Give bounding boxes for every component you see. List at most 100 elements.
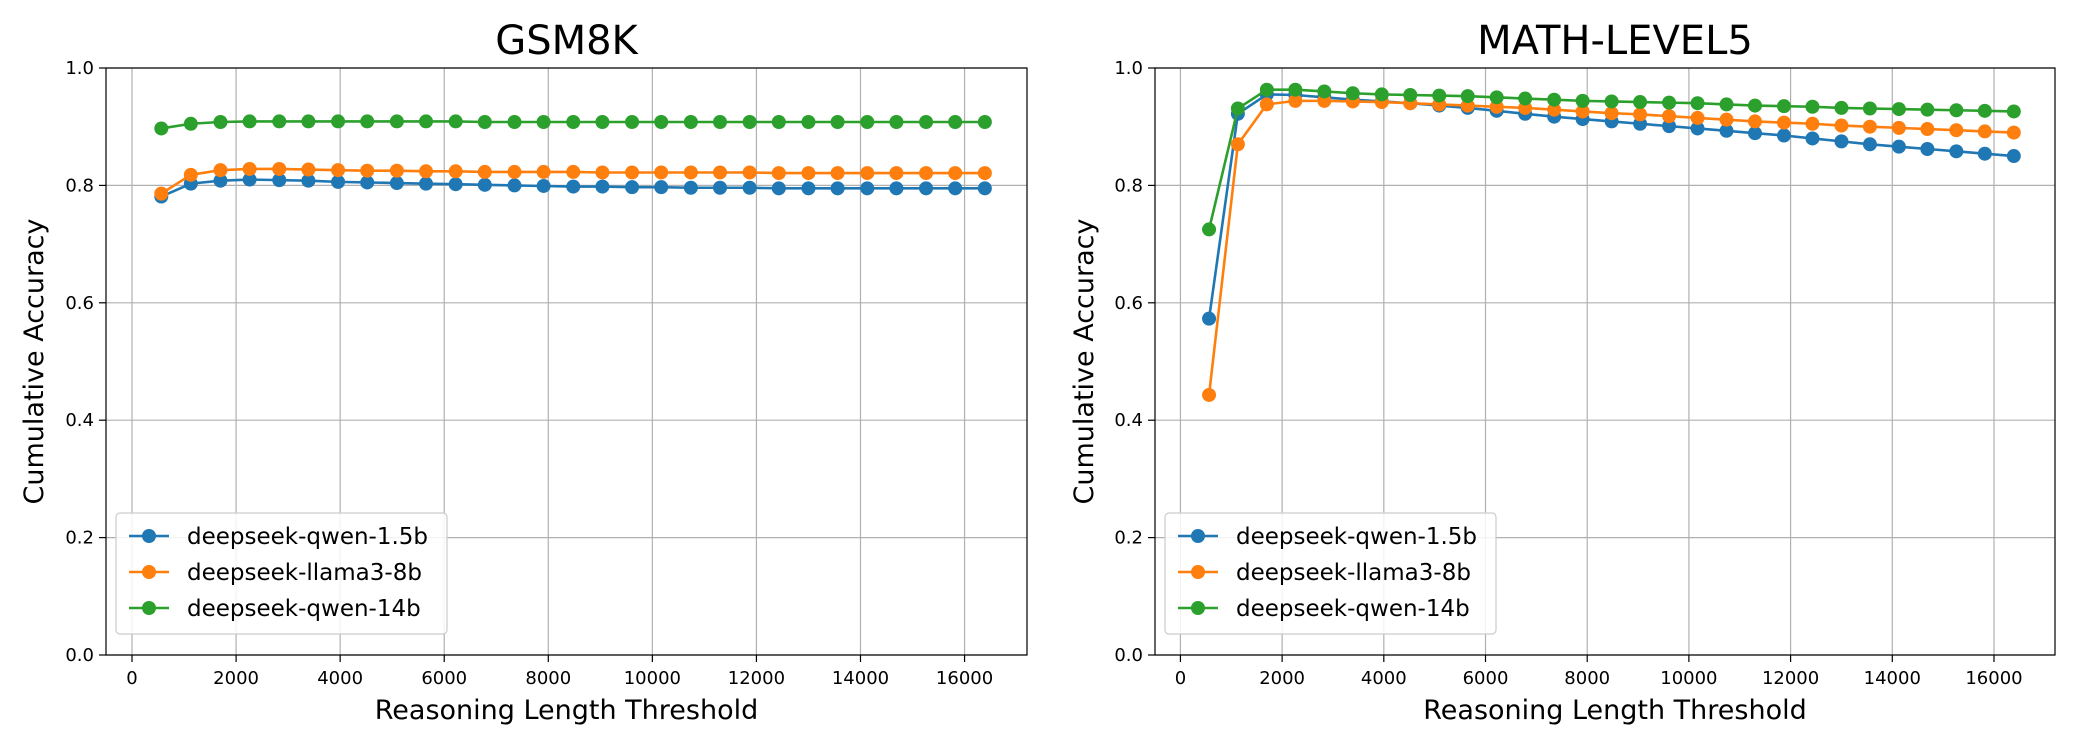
data-point-deepseek-llama3-8b [331,163,346,178]
data-point-deepseek-qwen-14b [1489,90,1504,105]
plot-area-frame [1154,67,2056,656]
data-point-deepseek-qwen-14b [801,115,816,130]
data-point-deepseek-qwen-1-5b [301,173,316,188]
data-point-deepseek-llama3-8b [2006,125,2021,140]
legend-box [1164,512,1497,635]
data-point-deepseek-llama3-8b [1748,114,1762,129]
data-point-deepseek-qwen-14b [742,115,757,130]
x-tick-label: 2000 [213,668,259,689]
data-point-deepseek-llama3-8b [536,164,551,179]
data-point-deepseek-qwen-14b [771,115,786,130]
data-point-deepseek-qwen-1-5b [1202,311,1217,326]
x-tick-label: 6000 [1463,668,1509,689]
data-point-deepseek-qwen-1-5b [242,172,257,187]
data-point-deepseek-qwen-14b [1633,95,1648,110]
data-point-deepseek-llama3-8b [860,166,875,181]
data-point-deepseek-llama3-8b [448,164,463,179]
y-tick-label: 1.0 [1114,58,1143,79]
y-tick-label: 0.0 [65,645,94,666]
data-point-deepseek-llama3-8b [1230,137,1245,152]
data-point-deepseek-qwen-14b [1776,99,1791,114]
data-point-deepseek-qwen-1-5b [595,179,610,194]
data-point-deepseek-qwen-14b [1202,222,1217,237]
data-point-deepseek-qwen-14b [1460,89,1475,104]
data-point-deepseek-llama3-8b [1202,387,1217,402]
data-point-deepseek-llama3-8b [801,166,816,181]
data-point-deepseek-qwen-1-5b [507,178,522,193]
data-point-deepseek-qwen-1-5b [919,181,934,196]
data-point-deepseek-qwen-14b [301,114,316,129]
data-point-deepseek-qwen-14b [448,114,463,129]
data-point-deepseek-qwen-1-5b [213,173,228,188]
chart-panel-gsm8k: 0 2000 4000 6000 8000 10000 12000 14000 16000 0.0… [19,18,1028,726]
data-point-deepseek-qwen-14b [1432,88,1447,103]
data-point-deepseek-qwen-14b [1805,99,1820,114]
data-point-deepseek-llama3-8b [977,166,992,181]
data-point-deepseek-qwen-14b [389,114,404,129]
data-point-deepseek-qwen-1-5b [1805,131,1820,146]
data-point-deepseek-llama3-8b [771,166,786,181]
data-point-deepseek-llama3-8b [360,163,375,178]
x-axis-label: Reasoning Length Threshold [1423,695,1807,726]
data-point-deepseek-qwen-1-5b [1748,126,1762,141]
series-deepseek-llama3-8b [154,161,992,201]
y-tick-label: 0.6 [65,293,94,314]
data-point-deepseek-qwen-1-5b [948,181,963,196]
data-point-deepseek-llama3-8b [1862,119,1877,134]
legend-marker-deepseek-llama3-8b [1191,565,1205,579]
data-point-deepseek-llama3-8b [595,165,610,180]
data-point-deepseek-qwen-14b [272,114,287,129]
legend: deepseek-qwen-1.5b deepseek-llama3-8b deep… [115,512,448,635]
legend-label-deepseek-llama3-8b: deepseek-llama3-8b [187,560,422,586]
x-axis-label: Reasoning Length Threshold [375,695,759,726]
data-point-deepseek-qwen-14b [830,115,845,130]
legend-label-deepseek-qwen-1-5b: deepseek-qwen-1.5b [1236,524,1477,550]
data-point-deepseek-qwen-1-5b [713,180,727,195]
x-tick-label: 10000 [1660,668,1717,689]
data-point-deepseek-llama3-8b [1834,118,1849,133]
data-point-deepseek-qwen-14b [1662,95,1677,110]
data-point-deepseek-llama3-8b [1259,97,1274,112]
x-tick-label: 16000 [936,668,993,689]
data-point-deepseek-llama3-8b [1776,115,1791,130]
data-point-deepseek-llama3-8b [1891,120,1906,135]
data-point-deepseek-qwen-14b [477,115,492,130]
data-point-deepseek-qwen-1-5b [1862,137,1877,152]
data-point-deepseek-llama3-8b [1604,106,1619,121]
data-point-deepseek-qwen-14b [242,114,257,129]
chart-title: GSM8K [495,18,639,64]
data-point-deepseek-qwen-14b [1862,101,1877,116]
data-point-deepseek-llama3-8b [389,163,404,178]
legend-marker-deepseek-qwen-14b [142,601,156,615]
data-point-deepseek-qwen-14b [683,115,698,130]
data-point-deepseek-qwen-14b [860,115,875,130]
data-point-deepseek-llama3-8b [183,167,198,182]
data-point-deepseek-qwen-14b [331,114,346,129]
data-point-deepseek-qwen-1-5b [889,181,904,196]
data-point-deepseek-qwen-1-5b [1719,123,1734,138]
data-point-deepseek-qwen-14b [2006,104,2021,119]
data-point-deepseek-qwen-14b [507,115,522,130]
y-tick-label: 0.8 [1114,175,1143,196]
x-tick-label: 4000 [317,668,363,689]
legend-label-deepseek-llama3-8b: deepseek-llama3-8b [1236,560,1471,586]
data-point-deepseek-llama3-8b [1575,104,1590,119]
y-tick-label: 0.4 [1114,410,1143,431]
data-point-deepseek-llama3-8b [1977,124,1992,139]
chart-title: MATH-LEVEL5 [1477,18,1753,64]
x-tick-label: 12000 [1762,668,1819,689]
data-point-deepseek-llama3-8b [1633,107,1648,122]
x-tick-label: 12000 [728,668,785,689]
data-point-deepseek-llama3-8b [919,166,934,181]
y-tick-label: 1.0 [65,58,94,79]
data-point-deepseek-qwen-1-5b [1949,144,1964,159]
data-point-deepseek-qwen-1-5b [860,181,875,196]
data-point-deepseek-qwen-1-5b [771,181,786,196]
data-point-deepseek-llama3-8b [566,164,581,179]
data-point-deepseek-llama3-8b [301,162,316,177]
data-point-deepseek-qwen-1-5b [683,180,698,195]
data-point-deepseek-llama3-8b [830,166,845,181]
data-point-deepseek-llama3-8b [477,164,492,179]
data-point-deepseek-qwen-1-5b [801,181,816,196]
legend-label-deepseek-qwen-14b: deepseek-qwen-14b [1236,596,1470,622]
